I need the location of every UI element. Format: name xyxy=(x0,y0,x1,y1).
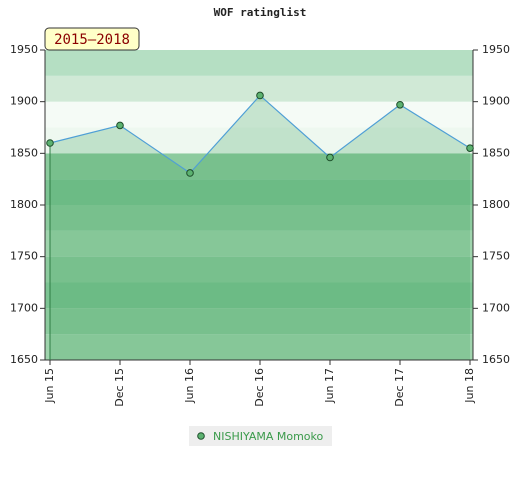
badge-box xyxy=(44,27,140,51)
area xyxy=(50,95,470,360)
legend-marker xyxy=(197,432,205,440)
y-tick-label-right: 1700 xyxy=(482,301,510,314)
x-tick-label: Dec 16 xyxy=(253,368,266,407)
background-band xyxy=(45,205,473,231)
y-tick-label: 1850 xyxy=(10,146,38,159)
background-band xyxy=(45,50,473,76)
y-tick-label: 1750 xyxy=(10,250,38,263)
point xyxy=(396,100,404,109)
background-band xyxy=(45,230,473,257)
x-tick-label: Jun 16 xyxy=(183,368,196,404)
point xyxy=(256,91,264,100)
point xyxy=(466,144,474,152)
legend-label: NISHIYAMA Momoko xyxy=(213,430,324,443)
chart-title: WOF ratinglist xyxy=(214,6,307,19)
x-tick-label: Dec 17 xyxy=(393,368,406,407)
y-tick-label-right: 1900 xyxy=(482,95,510,108)
y-tick-label: 1950 xyxy=(10,43,38,56)
x-tick-label: Jun 15 xyxy=(43,368,56,404)
point xyxy=(326,153,334,162)
y-tick-label-right: 1950 xyxy=(482,43,510,56)
point xyxy=(116,121,124,130)
y-tick-label: 1900 xyxy=(10,95,38,108)
background-band xyxy=(45,179,473,205)
y-tick-label: 1700 xyxy=(10,301,38,314)
y-tick-label-right: 1800 xyxy=(482,198,510,211)
x-tick-label: Dec 15 xyxy=(113,368,126,407)
background-band xyxy=(45,334,473,360)
y-tick-label: 1800 xyxy=(10,198,38,211)
y-tick-label-right: 1750 xyxy=(482,250,510,263)
y-tick-label: 1650 xyxy=(10,353,38,366)
background-band xyxy=(45,127,473,154)
plot xyxy=(45,50,473,360)
background-band xyxy=(45,282,473,309)
legend-box xyxy=(189,426,332,446)
background-band xyxy=(45,256,473,283)
y-tick-label-right: 1850 xyxy=(482,146,510,159)
background-band xyxy=(45,153,473,180)
y-tick-label-right: 1650 xyxy=(482,353,510,366)
point xyxy=(186,169,194,177)
badge: 2015–2018 xyxy=(54,32,130,48)
point xyxy=(46,139,54,147)
x-tick-label: Jun 17 xyxy=(323,368,336,404)
x-tick-label: Jun 18 xyxy=(463,368,476,404)
background-band xyxy=(45,308,473,335)
